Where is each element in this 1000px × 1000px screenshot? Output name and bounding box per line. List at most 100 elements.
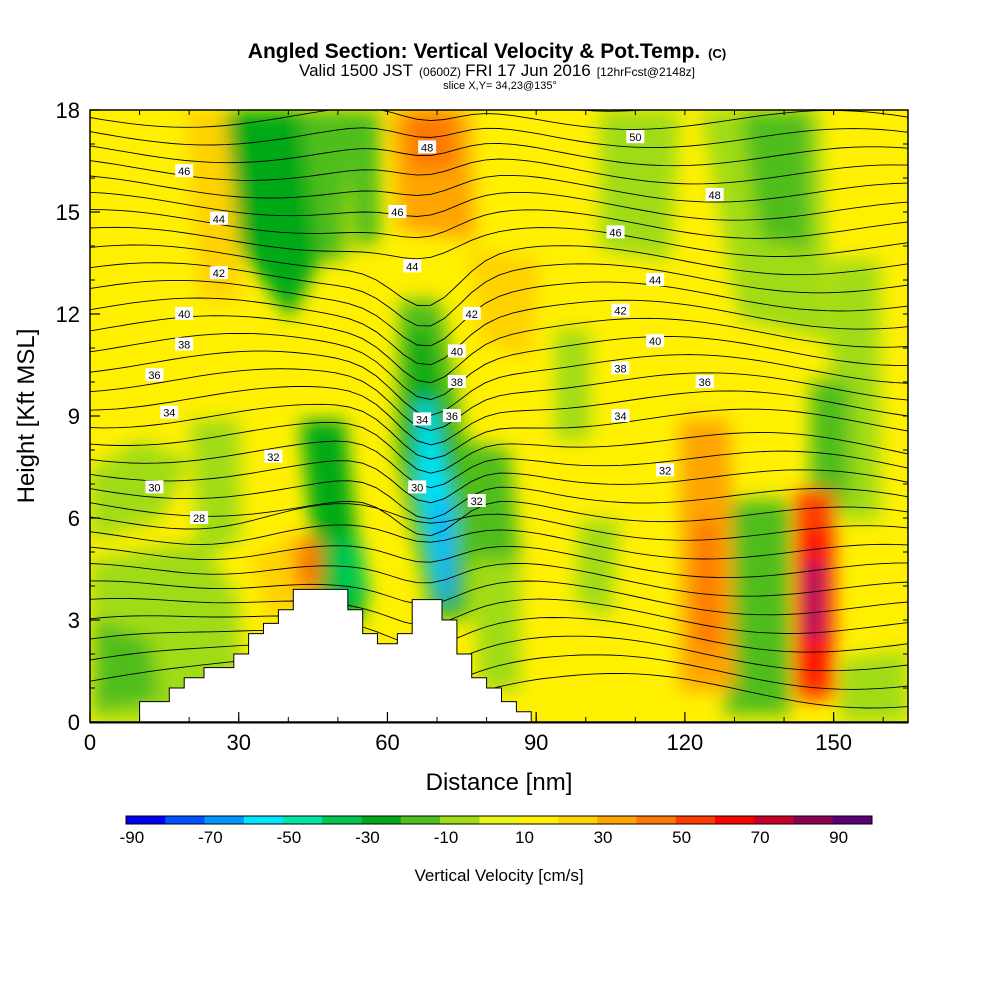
svg-text:50: 50 — [629, 132, 641, 144]
colorbar-swatch — [636, 816, 677, 824]
colorbar-tick-label: -90 — [120, 828, 145, 847]
contour-label: 44 — [646, 273, 665, 287]
svg-text:44: 44 — [213, 214, 225, 226]
x-axis-label: Distance [nm] — [426, 769, 573, 796]
x-tick-label: 90 — [524, 730, 548, 755]
colorbar-swatch — [165, 816, 206, 824]
blob-green-far-right-2 — [810, 380, 850, 500]
blob-left-band — [90, 440, 190, 540]
isentrope-line — [90, 563, 908, 597]
isentrope-line — [90, 545, 908, 579]
contour-label: 38 — [611, 361, 630, 375]
contour-label: 42 — [462, 307, 481, 321]
colorbar-swatch — [714, 816, 755, 824]
colorbar-swatch — [557, 816, 598, 824]
contour-label: 46 — [606, 225, 625, 239]
contour-label: 32 — [656, 463, 675, 477]
isentrope-line — [90, 480, 908, 520]
blob-updraft-a-core — [695, 520, 720, 650]
blob-updraft-b-inner — [808, 560, 820, 640]
colorbar-tick-label: 30 — [594, 828, 613, 847]
contour-label: 32 — [264, 449, 283, 464]
colorbar-swatch — [793, 816, 834, 824]
isentrope-line — [90, 110, 908, 130]
contour-label: 48 — [705, 188, 724, 202]
svg-text:46: 46 — [178, 166, 190, 178]
blob-orange-upper-left — [185, 110, 240, 300]
contour-label: 36 — [442, 409, 461, 423]
contour-labels: 50 48 48 46 46 46 44 44 44 42 42 42 40 40 40 38 38 38 36 36… — [145, 130, 724, 525]
contour-label: 44 — [209, 211, 228, 226]
title-units: (C) — [708, 46, 726, 61]
isentrope-line — [90, 297, 908, 366]
contour-label: 36 — [695, 375, 714, 389]
isentrope-line — [90, 226, 908, 260]
colorbar-swatch — [283, 816, 323, 824]
isentrope-line — [90, 332, 908, 400]
blob-green-column-upper-2 — [300, 110, 350, 260]
colorbar-tick-label: 70 — [751, 828, 770, 847]
svg-text:30: 30 — [148, 482, 160, 494]
contour-label: 46 — [388, 205, 407, 219]
svg-text:44: 44 — [406, 261, 418, 273]
colorbar-swatch — [361, 816, 402, 824]
svg-text:46: 46 — [609, 227, 621, 239]
colorbar-swatch — [518, 816, 559, 824]
svg-text:32: 32 — [659, 465, 671, 477]
blob-green-lower-far-right — [840, 650, 908, 722]
colorbar-tick-label: 50 — [672, 828, 691, 847]
isentrope-line — [90, 524, 908, 560]
isentrope-line — [90, 597, 908, 634]
contour-label: 28 — [190, 511, 209, 525]
colorbar-swatch — [400, 816, 441, 824]
colorbar-swatch — [479, 816, 520, 824]
blob-downdraft-inner — [435, 500, 453, 600]
colorbar-swatch — [243, 816, 284, 824]
isentrope-line — [90, 191, 908, 221]
svg-text:42: 42 — [614, 306, 626, 318]
isentrope-line — [90, 440, 908, 489]
colorbar-swatch — [597, 816, 637, 824]
isentrope-line — [90, 368, 908, 431]
x-tick-label: 0 — [84, 730, 96, 755]
contour-label: 32 — [467, 494, 486, 508]
svg-text:38: 38 — [451, 377, 463, 389]
contour-label: 40 — [646, 334, 665, 348]
isentrope-line — [90, 658, 908, 709]
svg-text:38: 38 — [614, 363, 626, 375]
colorbar-swatch — [754, 816, 794, 824]
blob-green-upper-right-3 — [740, 110, 810, 250]
svg-text:44: 44 — [649, 275, 661, 287]
y-tick-label: 9 — [68, 404, 80, 429]
contour-label: 38 — [175, 337, 194, 352]
contour-label: 40 — [447, 344, 466, 358]
x-tick-label: 30 — [226, 730, 250, 755]
colorbar-swatch — [832, 816, 873, 824]
isentrope-line — [90, 142, 908, 167]
field-blobs — [90, 110, 908, 722]
colorbar-label: Vertical Velocity [cm/s] — [414, 866, 583, 885]
colorbar: -90 -70 -50 -30 -10 10 30 50 70 90 — [120, 815, 873, 847]
isentrope-line — [90, 644, 908, 690]
y-tick-label: 12 — [56, 302, 80, 327]
chart-title: Angled Section: Vertical Velocity & Pot.… — [248, 40, 726, 63]
contour-label: 50 — [626, 130, 645, 144]
blob-orange-upper-center-core — [405, 110, 455, 170]
blob-green-left-lower — [95, 620, 160, 712]
blob-teal-lower — [330, 540, 370, 600]
svg-text:38: 38 — [178, 340, 190, 352]
isentrope-line — [90, 127, 908, 149]
colorbar-swatch — [322, 816, 363, 824]
isentrope-line — [90, 500, 908, 537]
colorbar-tick-label: -10 — [434, 828, 459, 847]
svg-text:34: 34 — [163, 408, 175, 420]
isentrope-line — [90, 503, 908, 541]
isentrope-line — [90, 158, 908, 185]
colorbar-tick-label: -50 — [277, 828, 302, 847]
colorbar-tick-label: 10 — [515, 828, 534, 847]
contour-label: 44 — [403, 259, 422, 273]
contour-label: 42 — [209, 266, 228, 280]
isentrope-line — [90, 629, 908, 672]
svg-text:40: 40 — [178, 309, 190, 321]
